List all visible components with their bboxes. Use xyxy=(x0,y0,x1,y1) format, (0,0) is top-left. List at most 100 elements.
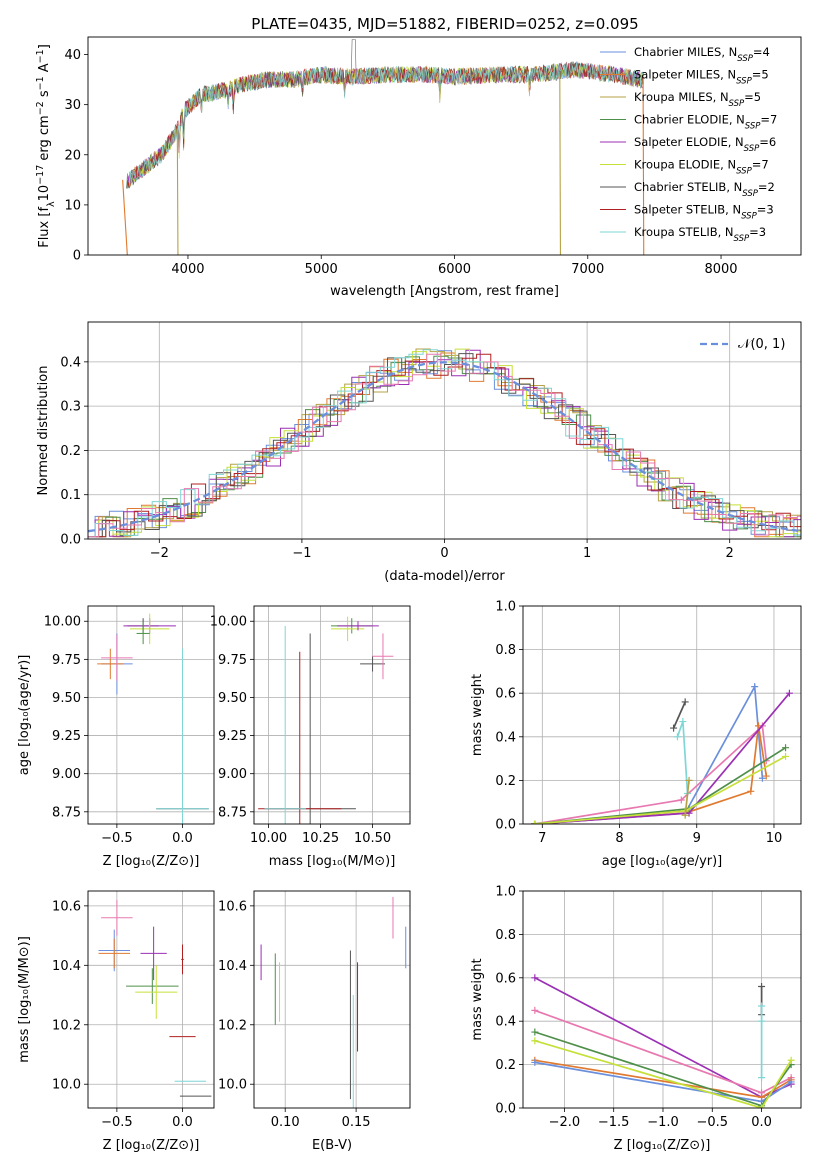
x-tick-label: 0 xyxy=(440,546,448,561)
x-tick-label: −1 xyxy=(292,546,311,561)
y-axis-label: mass weight xyxy=(470,958,485,1040)
weight-marker xyxy=(677,796,685,804)
legend-series-name: Chabrier STELIB, N xyxy=(634,180,742,194)
legend-count: =2 xyxy=(758,180,775,194)
histogram-series xyxy=(88,348,801,538)
x-tick-label: 2 xyxy=(726,546,734,561)
plot-area xyxy=(531,974,795,1108)
y-tick-label: 9.25 xyxy=(218,729,247,744)
y-axis-label-part: s xyxy=(37,90,52,101)
legend-count: =7 xyxy=(760,113,777,127)
y-axis-label-part: erg cm xyxy=(37,115,52,164)
weight-marker xyxy=(758,1104,766,1108)
spectrum-series-line xyxy=(126,39,644,189)
legend-subscript: SSP xyxy=(744,144,760,154)
plot-area xyxy=(531,683,793,824)
weight-marker xyxy=(785,689,793,697)
x-tick-label: 0.10 xyxy=(271,1115,300,1130)
y-axis-label: Normed distribution xyxy=(36,366,51,496)
x-tick-label: 8000 xyxy=(704,262,737,277)
plot-frame xyxy=(87,890,215,1109)
y-axis-label-part: 10 xyxy=(37,185,52,202)
x-tick-label: −2 xyxy=(150,546,169,561)
y-tick-label: 10.0 xyxy=(52,1078,81,1093)
legend-count: =3 xyxy=(749,225,766,239)
legend-count: =5 xyxy=(744,90,761,104)
weight-series-line xyxy=(676,721,689,794)
legend-series-name: Salpeter STELIB, N xyxy=(634,203,741,217)
figure-title: PLATE=0435, MJD=51882, FIBERID=0252, z=0… xyxy=(251,15,638,33)
y-tick-label: 0.6 xyxy=(495,971,516,986)
normal-curve xyxy=(88,361,799,533)
y-axis-label: Flux [fλ10−17 erg cm−2 s−1 A−1] xyxy=(35,44,57,248)
y-tick-label: 8.75 xyxy=(52,805,81,820)
spectrum-masked-pixel xyxy=(642,79,645,255)
x-tick-label: −2.0 xyxy=(549,1115,581,1130)
x-axis-label: wavelength [Angstrom, rest frame] xyxy=(330,284,559,299)
y-axis-label: mass [log₁₀(M/M⊙)] xyxy=(17,936,32,1063)
weight-series-line xyxy=(534,755,787,824)
x-tick-label: 1 xyxy=(583,546,591,561)
plot-frame xyxy=(87,605,215,825)
y-axis-label-part: A xyxy=(37,63,52,76)
legend-entry: Salpeter ELODIE, NSSP=6 xyxy=(634,135,776,154)
y-tick-label: 8.75 xyxy=(218,805,247,820)
weight-marker xyxy=(681,811,689,819)
plot-area xyxy=(97,613,209,824)
y-tick-label: 1.0 xyxy=(495,885,516,900)
y-axis-label-part: −1 xyxy=(35,76,46,90)
legend-entry: Kroupa MILES, NSSP=5 xyxy=(634,90,761,109)
x-tick-label: −1.0 xyxy=(647,1115,679,1130)
histogram-series xyxy=(91,355,801,538)
x-tick-label: 9 xyxy=(693,831,701,846)
x-tick-label: 6000 xyxy=(438,262,471,277)
y-axis-label: age [log₁₀(age/yr)] xyxy=(17,655,32,776)
legend-series-name: Chabrier ELODIE, N xyxy=(634,113,745,127)
y-tick-label: 0.0 xyxy=(495,818,516,833)
legend-count: =6 xyxy=(759,135,776,149)
weight-marker xyxy=(531,1058,539,1066)
y-axis-label-part: Flux [f xyxy=(37,207,52,248)
legend-series-name: Chabrier MILES, N xyxy=(634,45,737,59)
x-tick-label: 10.25 xyxy=(302,831,339,846)
weight-marker xyxy=(787,1056,795,1064)
y-tick-label: 0.4 xyxy=(495,1015,516,1030)
y-tick-label: 10.2 xyxy=(218,1018,247,1033)
histogram-series xyxy=(88,349,801,538)
plot-area xyxy=(88,348,801,538)
y-tick-label: 0.4 xyxy=(495,730,516,745)
y-axis-label-part: λ xyxy=(46,201,57,207)
y-tick-label: 9.00 xyxy=(218,767,247,782)
x-tick-label: −1.5 xyxy=(598,1115,630,1130)
legend-count: =5 xyxy=(752,68,769,82)
legend-subscript: SSP xyxy=(736,77,752,87)
x-axis-label: E(B-V) xyxy=(312,1138,352,1153)
weight-marker xyxy=(782,744,790,752)
x-tick-label: 4000 xyxy=(171,262,204,277)
y-tick-label: 9.50 xyxy=(52,691,81,706)
weight-series-line xyxy=(534,724,768,824)
y-tick-label: 10.4 xyxy=(218,959,247,974)
y-tick-label: 10.0 xyxy=(218,1078,247,1093)
weight-marker xyxy=(758,1074,766,1082)
y-tick-label: 10.2 xyxy=(52,1018,81,1033)
x-axis-label: age [log₁₀(age/yr)] xyxy=(602,854,723,869)
x-tick-label: 8 xyxy=(615,831,623,846)
y-tick-label: 0.0 xyxy=(60,533,81,548)
legend-count: =4 xyxy=(753,45,770,59)
weight-marker xyxy=(679,718,687,726)
y-tick-label: 0.8 xyxy=(495,643,516,658)
weight-marker xyxy=(681,698,689,706)
legend-subscript: SSP xyxy=(729,99,745,109)
y-tick-label: 10.6 xyxy=(218,899,247,914)
legend-entry: Salpeter STELIB, NSSP=3 xyxy=(634,203,774,222)
weight-marker xyxy=(782,752,790,760)
y-tick-label: 9.75 xyxy=(218,653,247,668)
plot-frame xyxy=(522,605,802,825)
weight-series-line xyxy=(684,780,690,816)
x-tick-label: 10 xyxy=(766,831,783,846)
legend-count: =7 xyxy=(752,158,769,172)
legend-series-name: Kroupa MILES, N xyxy=(634,90,729,104)
weight-marker xyxy=(762,772,770,780)
